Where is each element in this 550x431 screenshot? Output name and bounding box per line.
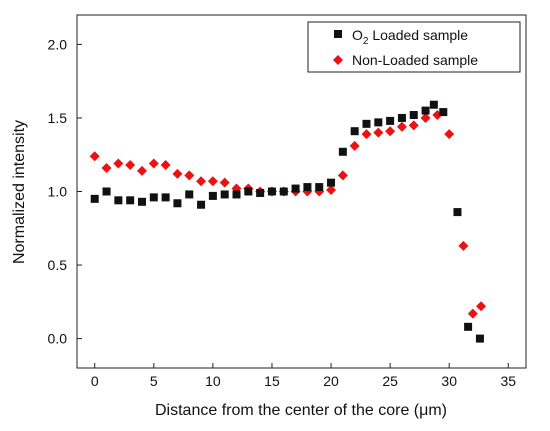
data-point-non-loaded: [125, 160, 136, 171]
data-point-non-loaded: [373, 127, 384, 138]
legend: O2 Loaded sample Non-Loaded sample: [307, 21, 521, 73]
data-point-non-loaded: [326, 185, 337, 196]
data-point-o2-loaded: [350, 127, 359, 136]
x-tick-label: 30: [441, 373, 457, 389]
data-point-o2-loaded: [126, 196, 135, 205]
data-point-non-loaded: [476, 301, 487, 312]
data-point-o2-loaded: [244, 187, 253, 196]
data-point-non-loaded: [219, 177, 230, 188]
data-point-non-loaded: [349, 140, 360, 151]
x-tick-label: 15: [264, 373, 280, 389]
data-point-non-loaded: [172, 168, 183, 179]
y-axis-title: Normalized intensity: [11, 120, 28, 264]
data-point-o2-loaded: [137, 197, 146, 206]
data-point-non-loaded: [408, 120, 419, 131]
data-point-o2-loaded: [409, 111, 418, 120]
data-point-o2-loaded: [464, 322, 473, 331]
data-point-non-loaded: [420, 112, 431, 123]
data-point-o2-loaded: [421, 106, 430, 115]
x-tick-label: 20: [323, 373, 339, 389]
data-point-o2-loaded: [90, 194, 99, 203]
legend-label-o2-subscript: 2: [363, 36, 369, 47]
data-point-non-loaded: [361, 129, 372, 140]
x-tick-label: 25: [382, 373, 398, 389]
data-point-o2-loaded: [362, 119, 371, 128]
legend-label-o2-loaded: O2 Loaded sample: [352, 27, 468, 47]
data-point-o2-loaded: [397, 113, 406, 122]
x-axis-ticks: 0 5 10 15 20 25 30 35: [91, 363, 516, 389]
legend-marker-non-loaded: [333, 55, 343, 65]
data-point-o2-loaded: [338, 147, 347, 156]
data-point-o2-loaded: [161, 193, 170, 202]
data-point-o2-loaded: [475, 334, 484, 343]
data-point-non-loaded: [385, 126, 396, 137]
data-point-o2-loaded: [315, 183, 324, 192]
data-point-non-loaded: [160, 160, 171, 171]
data-point-o2-loaded: [149, 193, 158, 202]
data-point-non-loaded: [136, 165, 147, 176]
data-point-o2-loaded: [208, 191, 217, 200]
data-point-o2-loaded: [303, 183, 312, 192]
data-point-non-loaded: [207, 176, 218, 187]
data-point-o2-loaded: [197, 200, 206, 209]
data-point-o2-loaded: [232, 190, 241, 199]
data-point-o2-loaded: [220, 190, 229, 199]
data-point-o2-loaded: [374, 118, 383, 127]
data-point-non-loaded: [337, 170, 348, 181]
data-point-non-loaded: [148, 158, 159, 169]
data-point-non-loaded: [396, 121, 407, 132]
x-tick-label: 5: [150, 373, 158, 389]
data-point-o2-loaded: [185, 190, 194, 199]
data-point-o2-loaded: [386, 116, 395, 125]
y-tick-label: 0.0: [48, 331, 68, 347]
data-point-non-loaded: [196, 176, 207, 187]
legend-label-o2-rest: Loaded sample: [368, 27, 468, 43]
legend-box: [307, 21, 521, 73]
x-tick-label: 35: [500, 373, 516, 389]
x-tick-label: 0: [91, 373, 99, 389]
data-point-o2-loaded: [267, 187, 276, 196]
data-point-non-loaded: [467, 308, 478, 319]
data-point-non-loaded: [458, 240, 469, 251]
series-non-loaded: [89, 110, 487, 319]
data-point-o2-loaded: [102, 187, 111, 196]
y-axis-ticks: 0.0 0.5 1.0 1.5 2.0: [48, 36, 82, 347]
data-point-non-loaded: [89, 151, 100, 162]
data-point-o2-loaded: [453, 208, 462, 217]
data-point-non-loaded: [113, 158, 124, 169]
data-point-non-loaded: [184, 170, 195, 181]
data-point-non-loaded: [444, 129, 455, 140]
data-point-o2-loaded: [327, 178, 336, 187]
data-point-o2-loaded: [173, 199, 182, 208]
data-point-o2-loaded: [291, 184, 300, 193]
data-point-o2-loaded: [439, 108, 448, 117]
data-point-o2-loaded: [114, 196, 123, 205]
y-tick-label: 2.0: [48, 36, 68, 52]
data-series-layer: [89, 100, 487, 343]
x-axis-title: Distance from the center of the core (μm…: [155, 402, 447, 419]
data-point-o2-loaded: [429, 100, 438, 109]
series-o2-loaded: [90, 100, 484, 343]
y-tick-label: 1.5: [48, 110, 68, 126]
legend-label-o2-main: O: [352, 27, 363, 43]
data-point-non-loaded: [101, 162, 112, 173]
legend-marker-o2-loaded: [334, 30, 342, 38]
legend-label-non-loaded: Non-Loaded sample: [352, 52, 478, 68]
data-point-o2-loaded: [256, 188, 265, 197]
x-tick-label: 10: [205, 373, 221, 389]
y-tick-label: 0.5: [48, 257, 68, 273]
y-tick-label: 1.0: [48, 184, 68, 200]
data-point-o2-loaded: [279, 187, 288, 196]
